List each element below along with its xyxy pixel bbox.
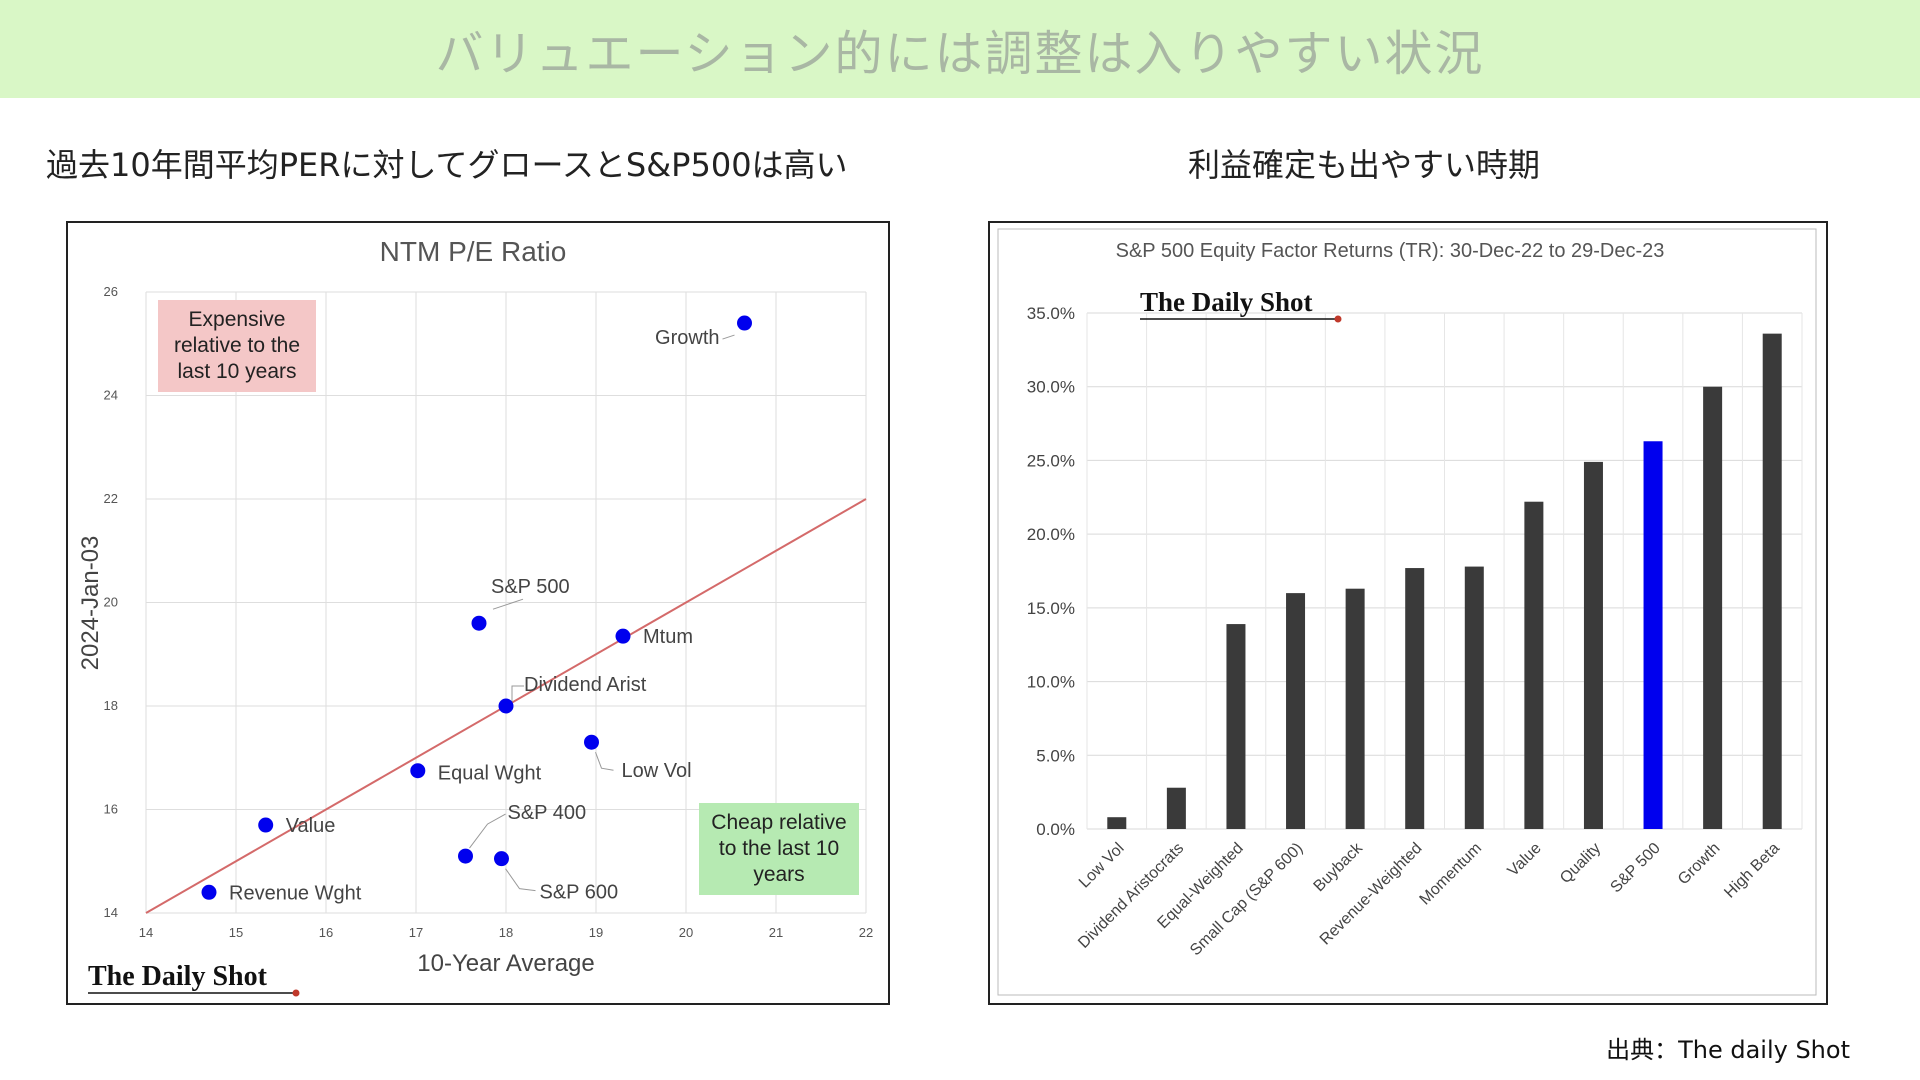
category-label: Revenue-Weighted [1317, 840, 1426, 949]
source-note: 出典：The daily Shot [1606, 1036, 1850, 1064]
bar [1583, 461, 1603, 829]
y-tick-label: 0.0% [1036, 820, 1075, 839]
chart-title: NTM P/E Ratio [380, 236, 567, 267]
data-point [737, 315, 752, 331]
point-label: Mtum [643, 626, 693, 648]
leader-line [595, 752, 614, 771]
pe-ratio-chart-panel: NTM P/E Ratio 14 15 16 17 18 19 20 21 22 14 16 18 20 2… [66, 221, 890, 1005]
bar [1345, 588, 1365, 829]
expensive-annotation-text: Expensive [189, 308, 286, 331]
category-label: Value [1505, 840, 1545, 880]
title-banner: バリュエーション的には調整は入りやすい状況 [0, 0, 1920, 98]
category-label: Buyback [1311, 839, 1367, 895]
leader-line [492, 598, 524, 610]
point-label: S&P 500 [491, 576, 570, 598]
point-label: Dividend Arist [524, 674, 647, 696]
y-tick-label: 30.0% [1027, 378, 1075, 397]
y-tick-label: 26 [104, 284, 118, 299]
watermark-dot [1334, 315, 1342, 323]
x-tick-label: 16 [319, 925, 333, 940]
data-point [458, 848, 473, 864]
bar [1464, 566, 1484, 829]
leader-line [469, 813, 506, 849]
data-point [494, 851, 509, 867]
watermark-logo: The Daily Shot [1140, 287, 1313, 317]
watermark-logo: The Daily Shot [88, 961, 268, 992]
x-tick-label: 15 [229, 925, 243, 940]
point-label: Equal Wght [438, 763, 542, 785]
bar [1166, 787, 1186, 829]
expensive-annotation-text: relative to the [174, 334, 300, 357]
bar [1107, 817, 1127, 829]
category-label: Quality [1557, 840, 1604, 887]
chart-title: S&P 500 Equity Factor Returns (TR): 30-D… [1116, 240, 1665, 262]
bar [1524, 501, 1544, 829]
bar [1762, 333, 1782, 829]
x-tick-label: 20 [679, 925, 693, 940]
category-label: Low Vol [1076, 840, 1128, 892]
leader-line [511, 685, 524, 702]
y-tick-label: 20.0% [1027, 525, 1075, 544]
y-tick-label: 10.0% [1027, 673, 1075, 692]
data-point [258, 817, 274, 833]
watermark-dot [292, 989, 300, 997]
x-tick-label: 21 [769, 925, 783, 940]
bar [1286, 593, 1306, 829]
data-point [584, 734, 599, 750]
y-tick-label: 15.0% [1027, 599, 1075, 618]
cheap-annotation-text: Cheap relative [711, 811, 846, 834]
point-label: S&P 600 [540, 882, 619, 904]
page-title: バリュエーション的には調整は入りやすい状況 [435, 26, 1485, 82]
right-subtitle: 利益確定も出やすい時期 [1188, 146, 1541, 184]
category-label: Momentum [1417, 840, 1486, 909]
bar [1703, 386, 1723, 829]
x-tick-label: 19 [589, 925, 603, 940]
y-tick-label: 20 [104, 595, 118, 610]
bar [1226, 624, 1246, 829]
category-label: Growth [1675, 840, 1723, 888]
data-point [615, 628, 631, 644]
expensive-annotation-box [158, 300, 316, 392]
left-subtitle: 過去10年間平均PERに対してグロースとS&P500は高い [46, 146, 848, 184]
bar [1643, 441, 1663, 829]
x-tick-label: 14 [139, 925, 153, 940]
category-label: Dividend Aristocrats [1075, 840, 1187, 952]
cheap-annotation-text: years [753, 863, 804, 886]
y-tick-label: 22 [104, 491, 118, 506]
data-point [471, 615, 487, 631]
category-label: High Beta [1721, 840, 1783, 902]
y-tick-label: 18 [104, 698, 118, 713]
x-axis-label: 10-Year Average [417, 950, 594, 977]
y-tick-label: 24 [104, 388, 118, 403]
data-point [410, 763, 426, 779]
x-tick-label: 18 [499, 925, 513, 940]
x-tick-label: 17 [409, 925, 423, 940]
cheap-annotation-box [699, 803, 859, 895]
y-tick-label: 25.0% [1027, 451, 1075, 470]
point-label: Revenue Wght [229, 882, 362, 904]
y-tick-label: 5.0% [1036, 746, 1075, 765]
leader-line [505, 868, 536, 892]
point-label: Value [286, 815, 336, 837]
point-label: Growth [655, 327, 719, 349]
y-tick-label: 16 [104, 802, 118, 817]
point-label: Low Vol [622, 760, 692, 782]
leader-line [722, 334, 735, 340]
bar [1405, 568, 1425, 829]
y-tick-label: 35.0% [1027, 304, 1075, 323]
data-point [201, 884, 217, 900]
point-label: S&P 400 [508, 802, 587, 824]
factor-returns-bar-chart: S&P 500 Equity Factor Returns (TR): 30-D… [997, 228, 1817, 996]
cheap-annotation-text: to the last 10 [719, 837, 839, 860]
expensive-annotation-text: last 10 years [177, 360, 296, 383]
x-tick-label: 22 [859, 925, 873, 940]
category-label: S&P 500 [1607, 840, 1664, 897]
data-point [498, 698, 514, 714]
y-axis-label: 2024-Jan-03 [77, 536, 104, 671]
factor-returns-chart-panel: S&P 500 Equity Factor Returns (TR): 30-D… [988, 221, 1828, 1005]
y-tick-label: 14 [104, 905, 118, 920]
plot-frame [997, 228, 1817, 996]
category-label: Small Cap (S&P 600) [1187, 840, 1306, 959]
